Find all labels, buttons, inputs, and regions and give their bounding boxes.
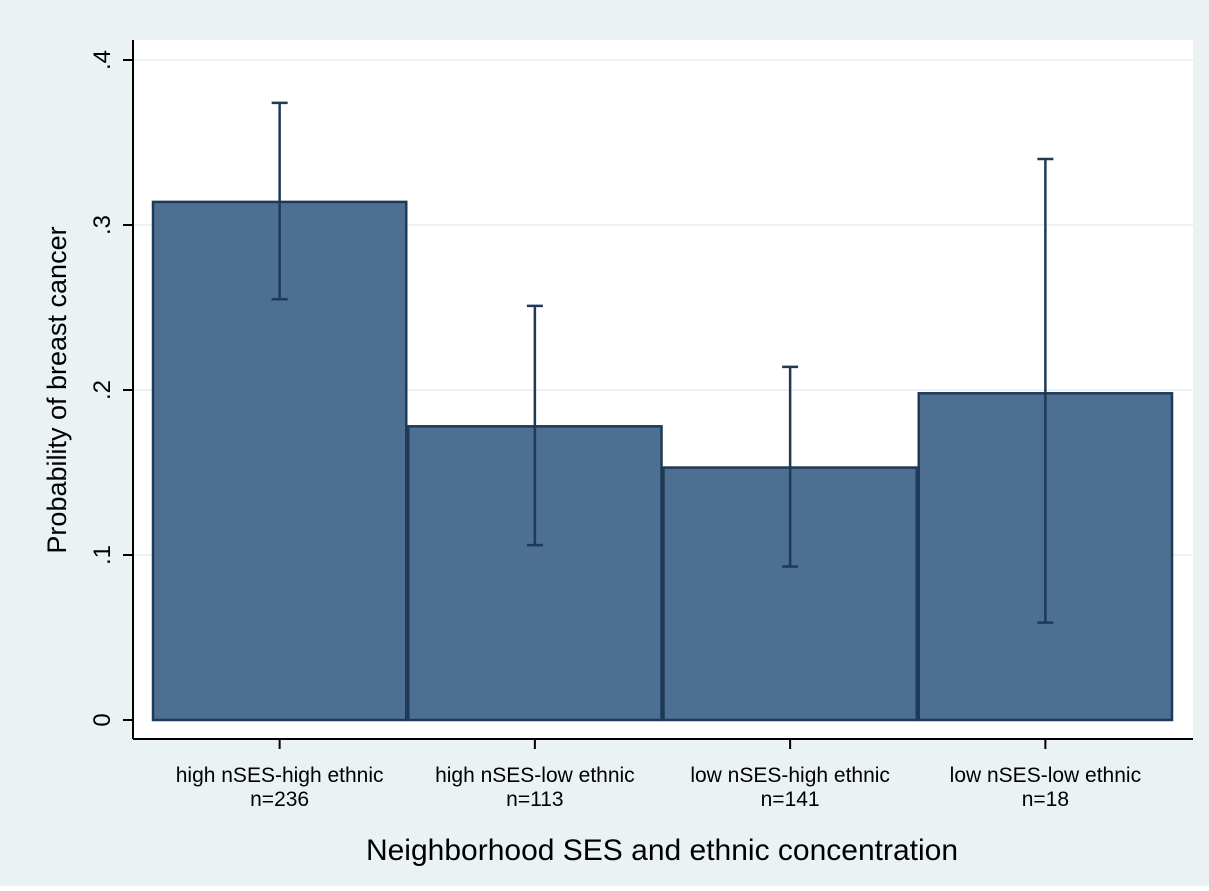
x-tick-label: high nSES-high ethnic bbox=[176, 764, 384, 787]
x-tick-count: n=141 bbox=[761, 788, 820, 811]
y-tick-label: .4 bbox=[89, 50, 116, 70]
error-bars bbox=[271, 101, 1054, 624]
bar bbox=[662, 466, 918, 722]
y-tick-label: .2 bbox=[89, 380, 116, 400]
y-tick-label: .1 bbox=[89, 545, 116, 565]
x-tick-label: low nSES-low ethnic bbox=[950, 764, 1141, 787]
x-axis-label: Neighborhood SES and ethnic concentratio… bbox=[366, 834, 958, 867]
y-tick-label: .3 bbox=[89, 215, 116, 235]
x-tick-label: high nSES-low ethnic bbox=[435, 764, 635, 787]
y-tick-label: 0 bbox=[89, 713, 116, 726]
y-axis-label: Probability of breast cancer bbox=[42, 226, 72, 553]
x-tick-label: low nSES-high ethnic bbox=[690, 764, 890, 787]
x-tick-count: n=113 bbox=[506, 788, 563, 811]
x-tick-count: n=18 bbox=[1022, 788, 1069, 811]
x-tick-count: n=236 bbox=[250, 788, 309, 811]
